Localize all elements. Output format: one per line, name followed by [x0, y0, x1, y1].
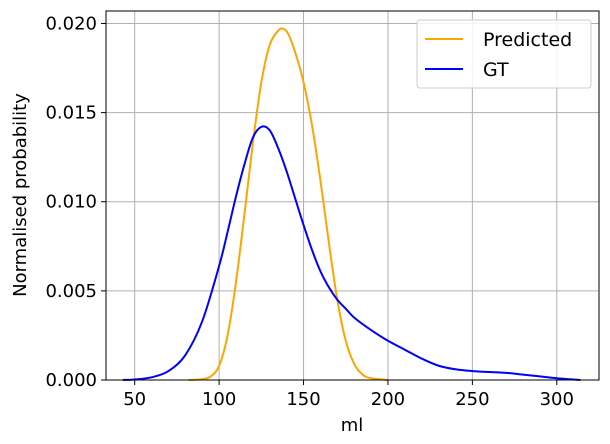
legend: Predicted GT — [416, 19, 592, 89]
series-line-gt — [122, 125, 581, 381]
y-tick-label: 0.020 — [45, 13, 97, 34]
x-tick-label: 100 — [202, 389, 236, 410]
plot-frame — [105, 10, 600, 381]
legend-label-gt: GT — [483, 59, 509, 81]
series-line-predicted — [188, 27, 389, 381]
y-tick-label: 0.015 — [45, 103, 97, 124]
x-tick-label: 250 — [455, 389, 489, 410]
legend-box — [416, 19, 592, 89]
y-axis-ticks: 0.000 0.005 0.010 0.015 0.020 — [45, 13, 106, 391]
y-tick-label: 0.005 — [45, 281, 97, 302]
x-axis-label: ml — [341, 415, 364, 436]
y-axis-label: Normalised probability — [10, 93, 31, 297]
x-tick-label: 50 — [123, 389, 146, 410]
x-tick-label: 150 — [286, 389, 320, 410]
legend-label-predicted: Predicted — [483, 29, 572, 51]
x-tick-label: 200 — [371, 389, 405, 410]
y-tick-label: 0.010 — [45, 192, 97, 213]
plot-lines — [122, 27, 581, 381]
y-tick-label: 0.000 — [45, 370, 97, 391]
x-tick-label: 300 — [540, 389, 574, 410]
x-axis-ticks: 50 100 150 200 250 300 — [123, 380, 574, 410]
